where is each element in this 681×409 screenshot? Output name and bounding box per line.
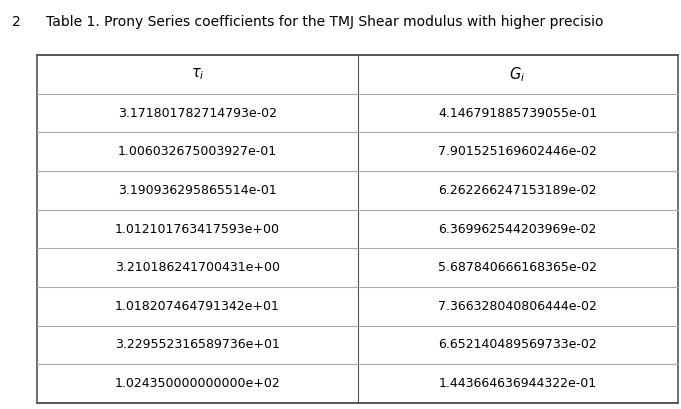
Text: 6.262266247153189e-02: 6.262266247153189e-02 <box>439 184 597 197</box>
Text: 1.018207464791342e+01: 1.018207464791342e+01 <box>115 300 280 313</box>
Text: 6.369962544203969e-02: 6.369962544203969e-02 <box>439 222 597 236</box>
Text: Table 1. Prony Series coefficients for the TMJ Shear modulus with higher precisi: Table 1. Prony Series coefficients for t… <box>46 16 604 29</box>
Text: 3.210186241700431e+00: 3.210186241700431e+00 <box>115 261 280 274</box>
Text: 3.229552316589736e+01: 3.229552316589736e+01 <box>115 338 280 351</box>
Text: 3.171801782714793e-02: 3.171801782714793e-02 <box>118 107 277 120</box>
Text: 7.901525169602446e-02: 7.901525169602446e-02 <box>438 145 597 158</box>
Text: 1.443664636944322e-01: 1.443664636944322e-01 <box>439 377 597 390</box>
Text: 1.006032675003927e-01: 1.006032675003927e-01 <box>118 145 277 158</box>
Text: 7.366328040806444e-02: 7.366328040806444e-02 <box>438 300 597 313</box>
Text: 2: 2 <box>12 16 21 29</box>
Text: 6.652140489569733e-02: 6.652140489569733e-02 <box>438 338 597 351</box>
Text: 1.024350000000000e+02: 1.024350000000000e+02 <box>114 377 281 390</box>
Text: 3.190936295865514e-01: 3.190936295865514e-01 <box>118 184 277 197</box>
Text: 1.012101763417593e+00: 1.012101763417593e+00 <box>115 222 280 236</box>
Text: $G_i$: $G_i$ <box>509 65 526 84</box>
Text: 4.146791885739055e-01: 4.146791885739055e-01 <box>438 107 597 120</box>
Text: 5.687840666168365e-02: 5.687840666168365e-02 <box>438 261 597 274</box>
Text: $\tau_i$: $\tau_i$ <box>191 67 204 82</box>
